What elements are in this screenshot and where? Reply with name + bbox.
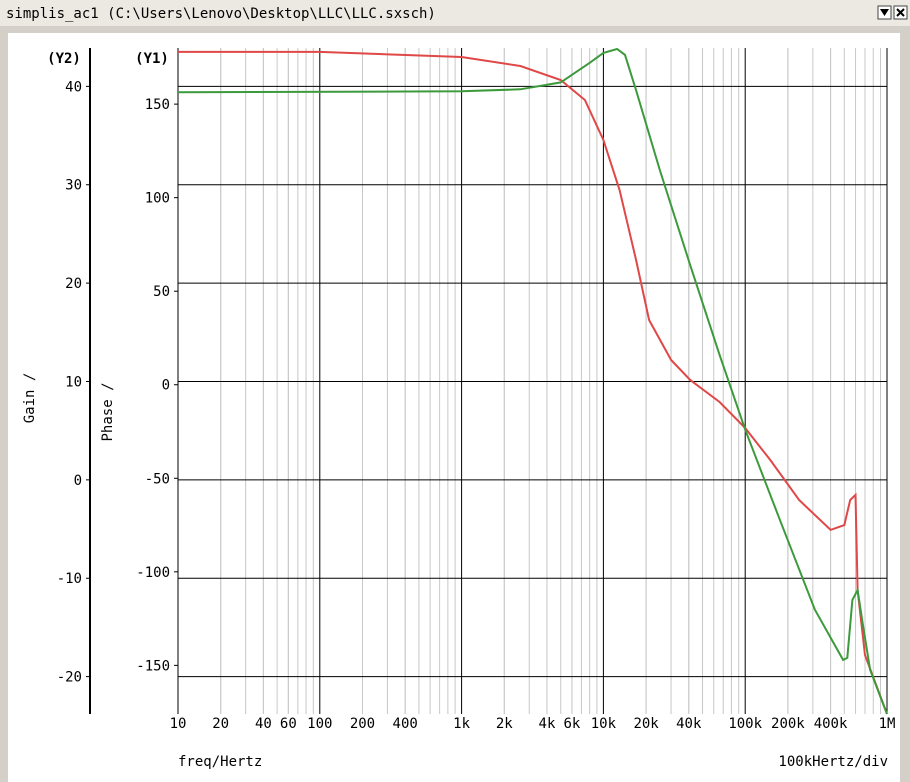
x-tick-label: 1M xyxy=(879,716,896,732)
y-tick-label: 0 xyxy=(162,378,170,394)
x-tick-label: 200k xyxy=(771,716,805,732)
series-line xyxy=(177,47,888,715)
x-tick-label: 400 xyxy=(393,716,418,732)
y2-tick-label: -10 xyxy=(57,571,82,587)
x-tick-label: 60 xyxy=(280,716,297,732)
title-bar xyxy=(0,0,910,26)
y-tick-label: 150 xyxy=(145,97,170,113)
x-tick-label: 20 xyxy=(212,716,229,732)
y2-tick-label: 0 xyxy=(74,473,82,489)
menu-arrow xyxy=(880,9,889,16)
x-tick-label: 10k xyxy=(591,716,617,732)
x-tick-label: 400k xyxy=(814,716,848,732)
x-label: freq/Hertz xyxy=(178,754,262,770)
y2-tick-label: 10 xyxy=(65,374,82,390)
y2-label: Gain / xyxy=(22,373,38,424)
y-tick-label: -100 xyxy=(136,565,170,581)
y2-tick-label: 30 xyxy=(65,178,82,194)
x-tick-label: 1k xyxy=(453,716,470,732)
x-tick-label: 10 xyxy=(170,716,187,732)
y2-tick-label: 20 xyxy=(65,276,82,292)
x-tick-label: 6k xyxy=(564,716,581,732)
x-tick-label: 100k xyxy=(728,716,762,732)
y2-axis-title: (Y2) xyxy=(47,51,81,67)
y-tick-label: -150 xyxy=(136,658,170,674)
x-tick-label: 40k xyxy=(676,716,702,732)
x-tick-label: 2k xyxy=(496,716,513,732)
y-tick-label: 100 xyxy=(145,191,170,207)
y2-tick-label: -20 xyxy=(57,670,82,686)
close-icon xyxy=(896,8,905,17)
series-line xyxy=(178,50,888,715)
x-tick-label: 100 xyxy=(307,716,332,732)
x-tick-label: 40 xyxy=(255,716,272,732)
plot: 10 20 40 60 100 200 400 1k 2k 4k 6k 10k 20k 40k 100k 20… xyxy=(57,47,896,732)
y-label: Phase / xyxy=(100,382,116,441)
x-tick-label: 4k xyxy=(539,716,556,732)
x-tick-label: 20k xyxy=(633,716,659,732)
x-scale-note: 100kHertz/div xyxy=(778,754,888,770)
y-tick-label: -50 xyxy=(145,471,170,487)
plot-panel xyxy=(8,33,900,782)
y-axis-title: (Y1) xyxy=(135,51,169,67)
y2-tick-label: 40 xyxy=(65,79,82,95)
window-title: simplis_ac1 (C:\Users\Lenovo\Desktop\LLC… xyxy=(6,6,436,22)
y-tick-label: 50 xyxy=(153,284,170,300)
x-tick-label: 200 xyxy=(350,716,375,732)
